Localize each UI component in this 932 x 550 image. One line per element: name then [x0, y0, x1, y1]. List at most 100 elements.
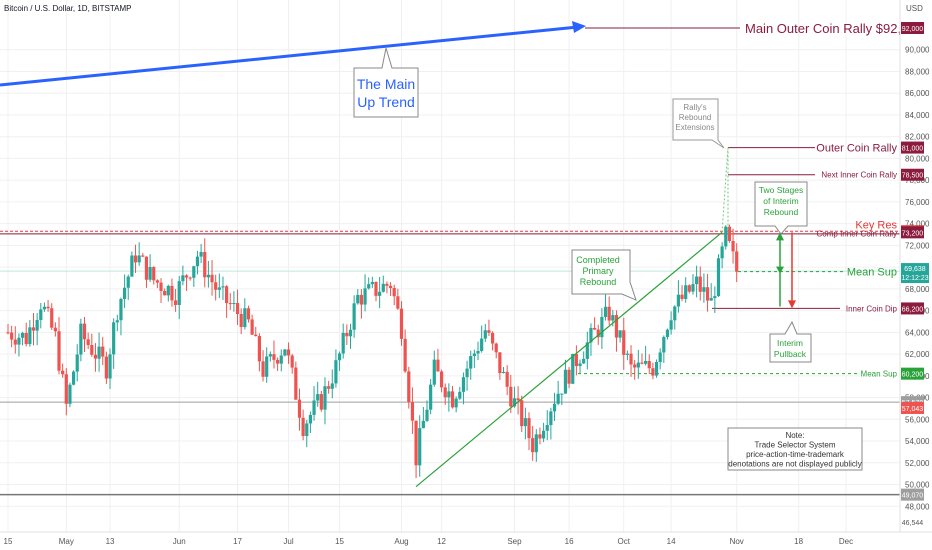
candle	[184, 274, 189, 291]
candle-body	[735, 251, 739, 272]
candle	[148, 254, 152, 282]
candle-body	[35, 319, 39, 331]
candle-body	[556, 393, 560, 404]
candle-body	[716, 258, 721, 297]
candle-body	[538, 434, 542, 439]
candle	[276, 357, 280, 372]
candle	[450, 385, 455, 409]
candle	[731, 228, 735, 264]
candle	[523, 407, 527, 440]
candle-body	[137, 255, 141, 263]
level-label-mean-sup-lower: Mean Sup	[861, 370, 898, 379]
candle-body	[330, 383, 334, 389]
candle	[600, 308, 604, 349]
candle	[713, 286, 717, 313]
price-levels	[0, 27, 900, 496]
candle	[607, 296, 611, 326]
time-tick-label: 16	[565, 537, 574, 546]
candle	[133, 244, 138, 273]
rally-rebound-box	[672, 98, 725, 149]
candle-body	[505, 371, 509, 387]
candle-body	[265, 356, 269, 377]
candle	[239, 308, 243, 335]
candle	[206, 260, 210, 288]
candle-body	[192, 266, 196, 278]
candle	[359, 289, 364, 319]
candle-body	[104, 356, 108, 379]
candle	[20, 331, 25, 346]
candle-body	[316, 394, 320, 401]
candle	[341, 323, 345, 359]
candle-body	[24, 332, 28, 345]
completed-rebound-text: Primary	[583, 266, 614, 276]
candle	[480, 325, 484, 353]
last-price-value: 69,638	[904, 266, 926, 273]
time-tick-label: Jun	[173, 537, 186, 546]
candle-body	[235, 302, 240, 314]
candle-body	[39, 309, 43, 320]
time-tick-label: 15	[335, 537, 344, 546]
candle	[589, 323, 593, 356]
candle	[724, 225, 728, 250]
price-tick-label: 84,000	[905, 111, 930, 120]
candle-body	[614, 315, 619, 338]
price-tag	[901, 226, 924, 239]
candle-body	[112, 322, 116, 355]
interim-pullback-text: Interim	[777, 338, 803, 348]
candle	[385, 281, 389, 294]
main-trend-line	[0, 25, 579, 87]
candle	[370, 276, 374, 288]
candle	[301, 409, 305, 441]
candle-body	[159, 282, 163, 291]
candle	[403, 329, 407, 373]
price-tags: 92,00081,00078,50073,30073,20069,40066,2…	[901, 22, 929, 529]
candle-body	[633, 364, 637, 368]
candle	[421, 406, 425, 429]
candle-body	[651, 368, 655, 376]
price-tag-text: 60,200	[902, 372, 924, 379]
candle	[407, 366, 411, 409]
candle-body	[582, 358, 586, 364]
candle-body	[225, 286, 229, 304]
candle-body	[257, 336, 261, 362]
candle-body	[133, 255, 138, 263]
candle	[141, 252, 145, 258]
candle-body	[698, 276, 702, 292]
candle	[618, 330, 622, 343]
candle-body	[319, 394, 323, 410]
candle	[425, 400, 429, 422]
price-tick-label: 86,000	[905, 89, 930, 98]
candle	[312, 386, 316, 421]
price-tag-text: 46,544	[902, 520, 924, 527]
candle-body	[436, 359, 440, 372]
level-label-key-res: Key Res	[855, 219, 897, 231]
candle-body	[31, 327, 36, 331]
candle	[24, 322, 28, 347]
candle	[644, 345, 648, 366]
candle	[177, 276, 181, 320]
candle	[716, 254, 721, 297]
candle-body	[115, 320, 119, 323]
price-tick-label: 52,000	[905, 459, 930, 468]
candle	[691, 274, 695, 295]
candle-body	[381, 283, 385, 292]
candle-body	[297, 399, 302, 418]
price-tick-label: 72,000	[905, 241, 930, 250]
two-stages-text: of Interim	[763, 196, 798, 206]
candle	[39, 302, 43, 329]
candle	[720, 242, 724, 269]
candle-body	[709, 298, 713, 301]
candle	[250, 314, 254, 336]
candle	[669, 311, 673, 335]
candle-body	[480, 338, 484, 351]
candle	[429, 379, 433, 415]
candle	[188, 276, 192, 281]
note-text: Note:	[785, 431, 804, 440]
price-tag-text: 81,000	[902, 146, 924, 153]
candle	[633, 359, 637, 380]
rally-rebound-text: Rally's	[683, 103, 706, 112]
note-text: Trade Selector System	[754, 441, 835, 450]
candle	[115, 314, 119, 332]
candle-body	[414, 420, 418, 466]
